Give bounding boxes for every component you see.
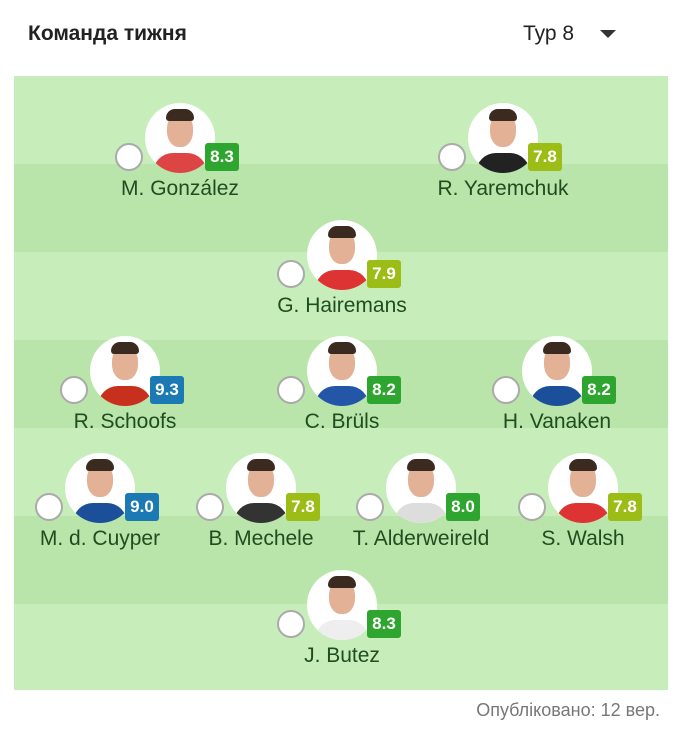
player-photo — [65, 453, 135, 523]
rating-badge: 8.2 — [367, 376, 401, 404]
player-card[interactable]: 8.3 J. Butez — [252, 570, 432, 680]
club-logo-icon — [35, 493, 63, 521]
rating-badge: 7.9 — [367, 260, 401, 288]
player-photo — [468, 103, 538, 173]
player-card[interactable]: 7.8 R. Yaremchuk — [413, 103, 593, 213]
player-name: J. Butez — [304, 644, 380, 667]
player-card[interactable]: 8.3 M. González — [90, 103, 270, 213]
club-logo-icon — [277, 610, 305, 638]
club-logo-icon — [196, 493, 224, 521]
club-logo-icon — [60, 376, 88, 404]
player-name: R. Yaremchuk — [437, 177, 569, 200]
player-card[interactable]: 8.0 T. Alderweireld — [331, 453, 511, 563]
player-photo — [386, 453, 456, 523]
player-name: S. Walsh — [541, 527, 625, 550]
player-card[interactable]: 9.3 R. Schoofs — [35, 336, 215, 446]
player-name: B. Mechele — [208, 527, 314, 550]
player-card[interactable]: 7.9 G. Hairemans — [252, 220, 432, 330]
club-logo-icon — [518, 493, 546, 521]
rating-badge: 9.0 — [125, 493, 159, 521]
club-logo-icon — [277, 260, 305, 288]
rating-badge: 9.3 — [150, 376, 184, 404]
player-card[interactable]: 8.2 C. Brüls — [252, 336, 432, 446]
player-photo — [307, 336, 377, 406]
rating-badge: 8.3 — [205, 143, 239, 171]
chevron-down-icon — [600, 30, 617, 38]
rating-badge: 8.3 — [367, 610, 401, 638]
player-photo — [307, 220, 377, 290]
player-name: H. Vanaken — [502, 410, 612, 433]
player-name: G. Hairemans — [277, 294, 407, 317]
round-selector[interactable]: Тур 8 — [523, 22, 617, 46]
player-card[interactable]: 7.8 S. Walsh — [493, 453, 673, 563]
player-name: M. d. Cuyper — [39, 527, 161, 550]
player-card[interactable]: 8.2 H. Vanaken — [467, 336, 647, 446]
rating-badge: 8.2 — [582, 376, 616, 404]
rating-badge: 7.8 — [608, 493, 642, 521]
club-logo-icon — [356, 493, 384, 521]
player-photo — [90, 336, 160, 406]
player-card[interactable]: 7.8 B. Mechele — [171, 453, 351, 563]
rating-badge: 7.8 — [528, 143, 562, 171]
player-name: R. Schoofs — [73, 410, 177, 433]
player-photo — [548, 453, 618, 523]
club-logo-icon — [438, 143, 466, 171]
player-photo — [145, 103, 215, 173]
rating-badge: 7.8 — [286, 493, 320, 521]
round-label: Тур 8 — [523, 22, 575, 45]
page-title: Команда тижня — [28, 22, 187, 45]
player-name: M. González — [121, 177, 239, 200]
club-logo-icon — [492, 376, 520, 404]
published-date: Опубліковано: 12 вер. — [476, 700, 660, 720]
player-name: C. Brüls — [304, 410, 380, 433]
player-photo — [522, 336, 592, 406]
rating-badge: 8.0 — [446, 493, 480, 521]
player-photo — [226, 453, 296, 523]
player-card[interactable]: 9.0 M. d. Cuyper — [10, 453, 190, 563]
player-photo — [307, 570, 377, 640]
club-logo-icon — [115, 143, 143, 171]
player-name: T. Alderweireld — [352, 527, 490, 550]
club-logo-icon — [277, 376, 305, 404]
